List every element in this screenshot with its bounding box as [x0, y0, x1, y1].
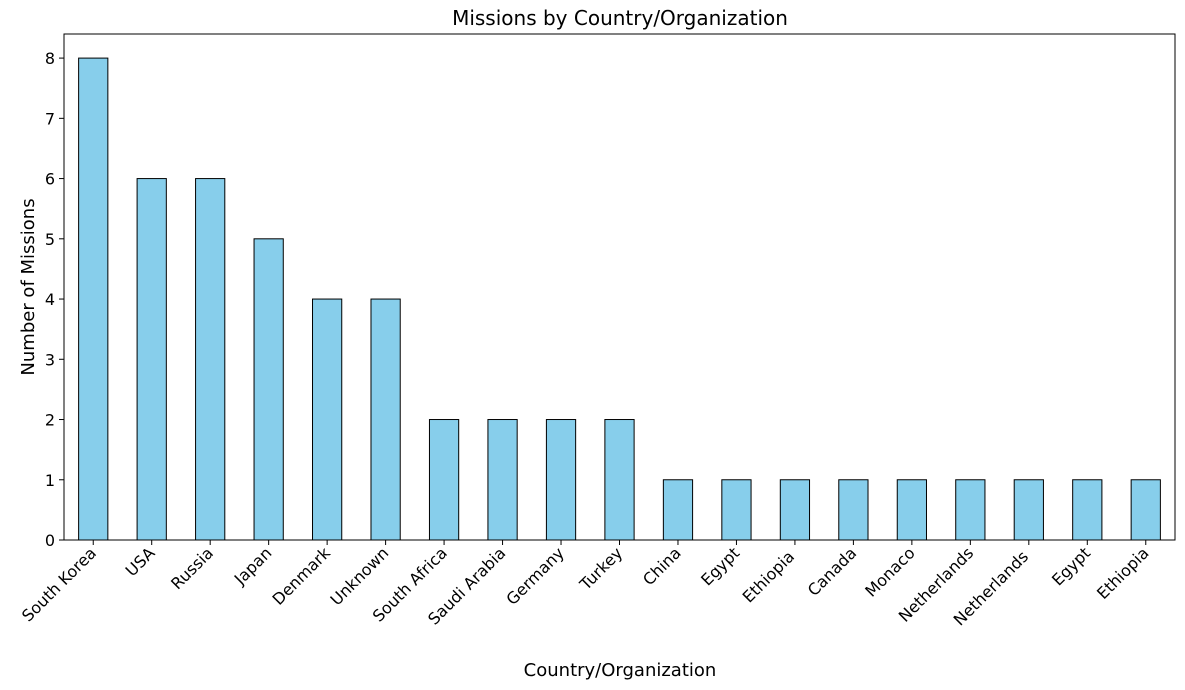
y-tick-label: 6 [45, 170, 55, 189]
bar [487, 419, 518, 541]
x-tick-label: Ethiopia [1093, 543, 1153, 603]
y-tick-label: 5 [45, 230, 55, 249]
chart-title: Missions by Country/Organization [452, 6, 788, 30]
y-tick-label: 7 [45, 109, 55, 128]
bar [428, 419, 460, 541]
bar [370, 298, 401, 541]
bar [721, 479, 752, 541]
bar [253, 238, 284, 541]
x-tick-label: Germany [502, 543, 567, 608]
bar [662, 479, 694, 541]
bar [779, 479, 811, 541]
x-tick-label: Ethiopia [739, 543, 802, 606]
bar [838, 479, 869, 541]
x-tick-label: Denmark [269, 543, 335, 609]
bar [78, 57, 109, 541]
plot-area: 0 1 2 3 4 5 6 7 8 South Korea USA Russia JapanDenmar… [18, 33, 1176, 629]
x-tick-label: Monaco [861, 543, 918, 600]
y-tick-label: 0 [45, 531, 55, 550]
bar [136, 178, 167, 541]
x-tick-label: South Korea [18, 543, 100, 625]
x-tick-label: Japan [230, 543, 276, 589]
y-tick-label: 4 [45, 290, 55, 309]
x-tick-label: USA [122, 543, 159, 580]
x-tick-label: Russia [167, 543, 217, 593]
bar [545, 419, 577, 541]
bar [312, 298, 343, 541]
bar [1130, 479, 1161, 541]
x-tick-label: Turkey [575, 543, 626, 594]
x-tick-label: Canada [804, 543, 860, 599]
x-tick-label: Egypt [697, 543, 743, 589]
x-tick-label: China [639, 543, 685, 589]
bar [604, 419, 635, 541]
bar [896, 479, 927, 541]
bar [1072, 479, 1103, 541]
bar [1013, 479, 1044, 541]
bar [195, 178, 226, 541]
x-tick-label: Egypt [1048, 543, 1094, 589]
x-axis-label: Country/Organization [524, 660, 717, 681]
y-tick-label: 2 [45, 411, 55, 430]
bar [955, 479, 986, 541]
y-tick-label: 3 [45, 350, 55, 369]
y-axis-label: Number of Missions [18, 198, 39, 375]
y-tick-label: 1 [45, 471, 55, 490]
y-tick-label: 8 [45, 49, 55, 68]
